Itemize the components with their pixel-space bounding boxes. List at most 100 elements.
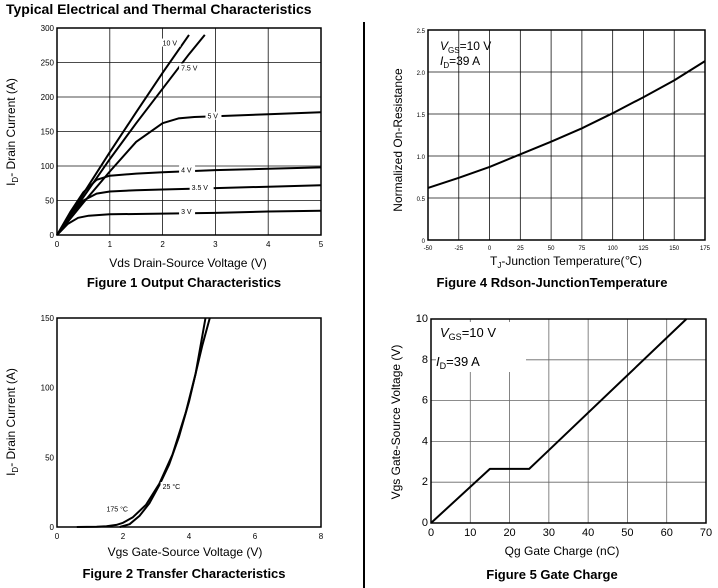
fig5-y-ticks: 0 2 4 6 8 10 — [416, 313, 428, 529]
fig1-curve-label: 7.5 V — [181, 65, 198, 72]
fig2-x-tick-label: 2 — [121, 532, 126, 541]
fig5-y-tick-label: 2 — [422, 476, 428, 488]
fig5-y-tick-label: 0 — [422, 517, 428, 529]
fig5-y-tick-label: 4 — [422, 435, 428, 447]
fig5-curves — [430, 318, 688, 524]
fig1-x-tick-label: 2 — [160, 240, 165, 249]
fig4-series-rds-on- — [427, 60, 706, 189]
fig1-x-tick-label: 5 — [319, 240, 324, 249]
fig2-curve-label-backdrop — [104, 504, 133, 513]
fig5-x-tick-label: 60 — [661, 527, 673, 539]
fig2-y-tick-label: 150 — [41, 314, 55, 323]
fig1-y-tick-label: 50 — [45, 197, 54, 206]
fig1-curve-labels: 10 V 7.5 V 5 V 4 V 3.5 V 3 V — [160, 38, 222, 216]
fig1-curve-label-backdrop — [179, 165, 196, 174]
fig2-x-tick-label: 8 — [319, 532, 324, 541]
fig4-x-tick-label: 125 — [638, 246, 649, 252]
fig2-y-tick-label: 0 — [50, 523, 55, 532]
fig2-x-tick-label: 6 — [253, 532, 258, 541]
fig5-caption: Figure 5 Gate Charge — [486, 567, 617, 582]
fig4-grid — [428, 30, 705, 240]
fig5-x-tick-label: 70 — [700, 527, 712, 539]
fig1-y-ticks: 0 50 100 150 200 250 300 — [41, 24, 55, 240]
fig1-series-5-v — [56, 111, 322, 236]
fig4-x-tick-label: 50 — [548, 246, 555, 252]
fig1-y-tick-label: 0 — [50, 231, 55, 240]
fig2-caption: Figure 2 Transfer Characteristics — [82, 566, 285, 581]
fig2-y-ticks: 0 50 100 150 — [41, 314, 55, 532]
fig1-x-axis-label: Vds Drain-Source Voltage (V) — [109, 256, 266, 270]
fig5-plot-frame — [430, 318, 707, 524]
fig1-y-tick-label: 100 — [41, 162, 55, 171]
fig4-x-tick-label: 0 — [488, 246, 492, 252]
fig2-x-ticks: 0 2 4 6 8 — [55, 532, 324, 541]
fig1-caption: Figure 1 Output Characteristics — [87, 275, 281, 290]
fig4-x-tick-label: -25 — [454, 246, 463, 252]
fig1-curves — [56, 34, 322, 236]
fig4-y-tick-label: 1.0 — [417, 155, 426, 161]
fig5-x-tick-label: 10 — [464, 527, 476, 539]
fig5-y-tick-label: 6 — [422, 395, 428, 407]
fig1-series-3-v — [56, 209, 322, 236]
fig4-x-axis-label: TJ-Junction Temperature(℃) — [490, 254, 642, 270]
fig5-series-vgs — [430, 318, 688, 524]
fig2-curve-label: 25 °C — [163, 483, 181, 491]
fig5-id-annotation: ID=39 A — [436, 354, 480, 371]
panel-divider — [363, 22, 365, 588]
fig4-x-tick-label: 75 — [579, 246, 586, 252]
fig5-x-ticks: 0 10 20 30 40 50 60 70 — [428, 527, 712, 539]
fig4-y-tick-label: 0.5 — [417, 197, 426, 203]
page-title: Typical Electrical and Thermal Character… — [6, 1, 312, 17]
fig4-x-ticks: -50 -25 0 25 50 75 100 125 150 175 — [424, 246, 711, 252]
fig5-y-tick-label: 8 — [422, 354, 428, 366]
fig1-curve-label-backdrop — [189, 182, 214, 191]
fig1-curve-label: 10 V — [163, 41, 178, 48]
fig1-grid — [57, 28, 321, 235]
fig1-curve-label-backdrop — [205, 111, 222, 120]
fig2-curve-label-backdrop — [160, 481, 185, 490]
fig1-y-axis-label: ID- Drain Current (A) — [4, 78, 20, 186]
fig1-y-tick-label: 300 — [41, 24, 55, 33]
fig2-x-tick-label: 4 — [187, 532, 192, 541]
fig2-y-tick-label: 100 — [41, 384, 55, 393]
fig5-x-tick-label: 40 — [582, 527, 594, 539]
fig1-series-3-5-v — [56, 184, 322, 236]
fig4-y-axis-label: Normalized On-Resistance — [391, 68, 405, 212]
fig1-x-tick-label: 0 — [55, 240, 60, 249]
fig2-series-25-c — [119, 317, 211, 528]
fig5-vgs-annotation: VGS=10 V — [440, 325, 496, 342]
fig1-series-4-v — [56, 166, 322, 236]
fig5-y-tick-label: 10 — [416, 313, 428, 325]
fig5-x-tick-label: 50 — [621, 527, 633, 539]
fig5-annotation-backdrop — [436, 322, 526, 372]
fig4-curves — [427, 60, 706, 189]
fig4-vgs-annotation: VGS=10 V — [440, 39, 491, 55]
fig4-id-annotation: ID=39 A — [440, 54, 480, 70]
fig4-x-tick-label: -50 — [424, 246, 433, 252]
fig1-x-ticks: 0 1 2 3 4 5 — [55, 240, 324, 249]
fig1-curve-label-backdrop — [179, 206, 196, 215]
fig4-y-ticks: 0 0.5 1.0 1.5 2.0 2.5 — [417, 29, 426, 245]
fig1-x-tick-label: 1 — [108, 240, 113, 249]
fig1-curve-label-backdrop — [160, 38, 181, 47]
fig4-y-tick-label: 0 — [422, 239, 426, 245]
fig2-curve-labels: 175 °C 25 °C — [104, 481, 185, 513]
fig1-x-tick-label: 3 — [213, 240, 218, 249]
fig4-x-tick-label: 150 — [669, 246, 680, 252]
fig1-curve-label: 3 V — [181, 209, 192, 216]
fig1-y-tick-label: 150 — [41, 128, 55, 137]
fig1-curve-label: 3.5 V — [192, 185, 209, 192]
fig1-curve-label-backdrop — [179, 63, 204, 72]
fig1-curve-label: 4 V — [181, 168, 192, 175]
fig5-x-axis-label: Qg Gate Charge (nC) — [505, 544, 620, 558]
fig4-x-tick-label: 25 — [517, 246, 524, 252]
fig1-y-tick-label: 250 — [41, 59, 55, 68]
fig2-y-axis-label: ID- Drain Current (A) — [4, 368, 20, 476]
fig1-x-tick-label: 4 — [266, 240, 271, 249]
fig2-y-tick-label: 50 — [45, 453, 54, 462]
fig5-x-tick-label: 0 — [428, 527, 434, 539]
